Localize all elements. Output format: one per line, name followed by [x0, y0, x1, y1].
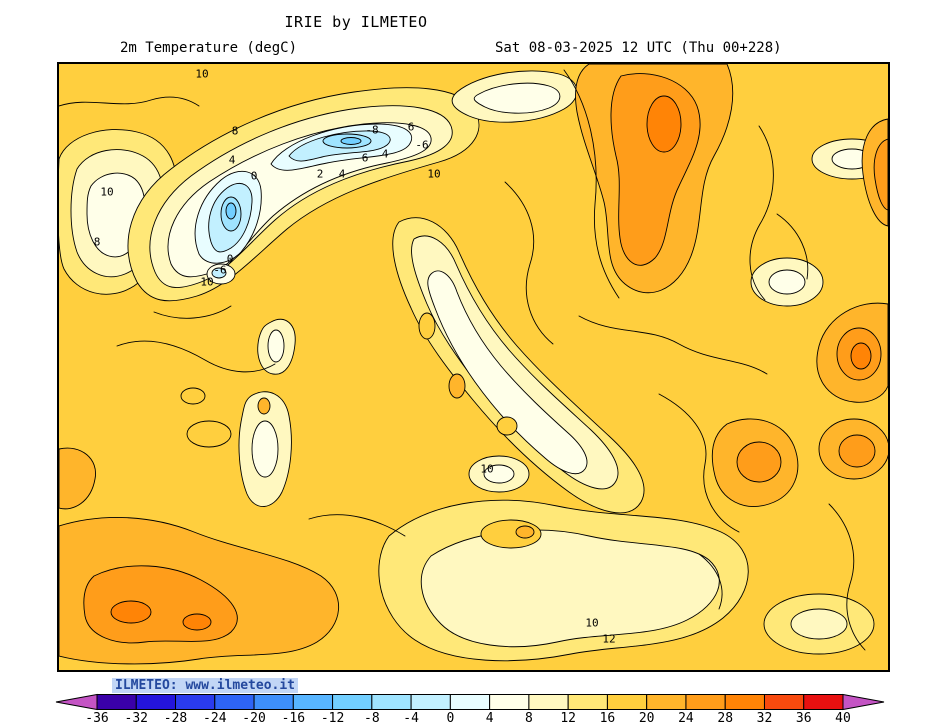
colorbar-tick: 0 [446, 711, 455, 726]
colorbar-tick: -24 [203, 711, 227, 726]
colorbar-segment [253, 694, 294, 710]
watermark: ILMETEO: www.ilmeteo.it [112, 678, 299, 693]
colorbar-segment [646, 694, 687, 710]
colorbar-tick: 36 [795, 711, 812, 726]
colorbar-segment [410, 694, 451, 710]
temperature-filled-contours [59, 64, 888, 665]
contour-label: -8 [365, 123, 379, 137]
contour-label: 2 [316, 167, 324, 181]
colorbar-segment [175, 694, 216, 710]
contour-label: 4 [228, 153, 236, 167]
colorbar-tick: -32 [124, 711, 148, 726]
colorbar-segment [567, 694, 608, 710]
colorbar-segment [763, 694, 805, 710]
colorbar-segment [685, 694, 726, 710]
colorbar-tick: 4 [485, 711, 494, 726]
colorbar-tick: -16 [281, 711, 306, 726]
valid-time-label: Sat 08-03-2025 12 UTC (Thu 00+228) [495, 40, 782, 56]
contour-label: 4 [338, 167, 346, 181]
contour-label: 10 [480, 462, 494, 476]
colorbar-tick: 8 [524, 711, 533, 726]
contour-label: -6 [213, 263, 227, 277]
colorbar-segment [606, 694, 648, 710]
colorbar-segment [449, 694, 491, 710]
contour-label: 6 [361, 151, 369, 165]
contour-label: 0 [226, 252, 234, 266]
contour-label: 0 [250, 169, 258, 183]
contour-label: 8 [231, 124, 239, 138]
colorbar-tick: 40 [835, 711, 851, 726]
colorbar-segment [332, 694, 373, 710]
map-canvas: 10 8 4 0 2 4 6 -8 4 6 -6 10 10 8 0 -6 10 10 10 12 [57, 62, 890, 672]
colorbar-tick: 12 [560, 711, 576, 726]
colorbar-tick: 28 [717, 711, 734, 726]
contour-label: 4 [381, 147, 389, 161]
colorbar-tick: 16 [599, 711, 616, 726]
temperature-scale-colorbar [55, 693, 885, 711]
open-contour-lines [59, 69, 866, 651]
colorbar-tick: -12 [320, 711, 345, 726]
colorbar-segment [96, 694, 137, 710]
contour-label: -6 [415, 138, 429, 152]
colorbar-segment [214, 694, 255, 710]
contour-label: 10 [585, 616, 599, 630]
contour-label: 10 [195, 67, 209, 81]
contour-label: 8 [93, 235, 101, 249]
colorbar-segment [803, 694, 844, 710]
colorbar-segment [528, 694, 569, 710]
colorbar-left-arrow [55, 693, 98, 711]
colorbar-tick-labels: -36 -32 -28 -24 -20 -16 -12 -8 -4 0 4 8 12 16 20 24 28 32… [0, 711, 940, 726]
colorbar-tick: -8 [364, 711, 380, 726]
contour-label: 10 [200, 275, 214, 289]
colorbar-right-arrow [842, 693, 885, 711]
contour-label: 10 [427, 167, 441, 181]
colorbar-tick: -36 [85, 711, 109, 726]
contour-label: 12 [602, 632, 616, 646]
temperature-contour-map [59, 64, 888, 670]
colorbar-segment [371, 694, 412, 710]
contour-label: 6 [407, 120, 415, 134]
colorbar-segment [489, 694, 530, 710]
colorbar-segment [135, 694, 177, 710]
colorbar-tick: -28 [163, 711, 188, 726]
colorbar-tick: 20 [638, 711, 655, 726]
colorbar-tick: 32 [756, 711, 773, 726]
colorbar-tick: -4 [403, 711, 419, 726]
contour-label: 10 [100, 185, 114, 199]
page-title: IRIE by ILMETEO [284, 13, 428, 31]
colorbar-segment [724, 694, 765, 710]
colorbar-tick: -20 [242, 711, 266, 726]
variable-label: 2m Temperature (degC) [120, 40, 298, 56]
colorbar-tick: 24 [678, 711, 694, 726]
colorbar-segment [292, 694, 334, 710]
